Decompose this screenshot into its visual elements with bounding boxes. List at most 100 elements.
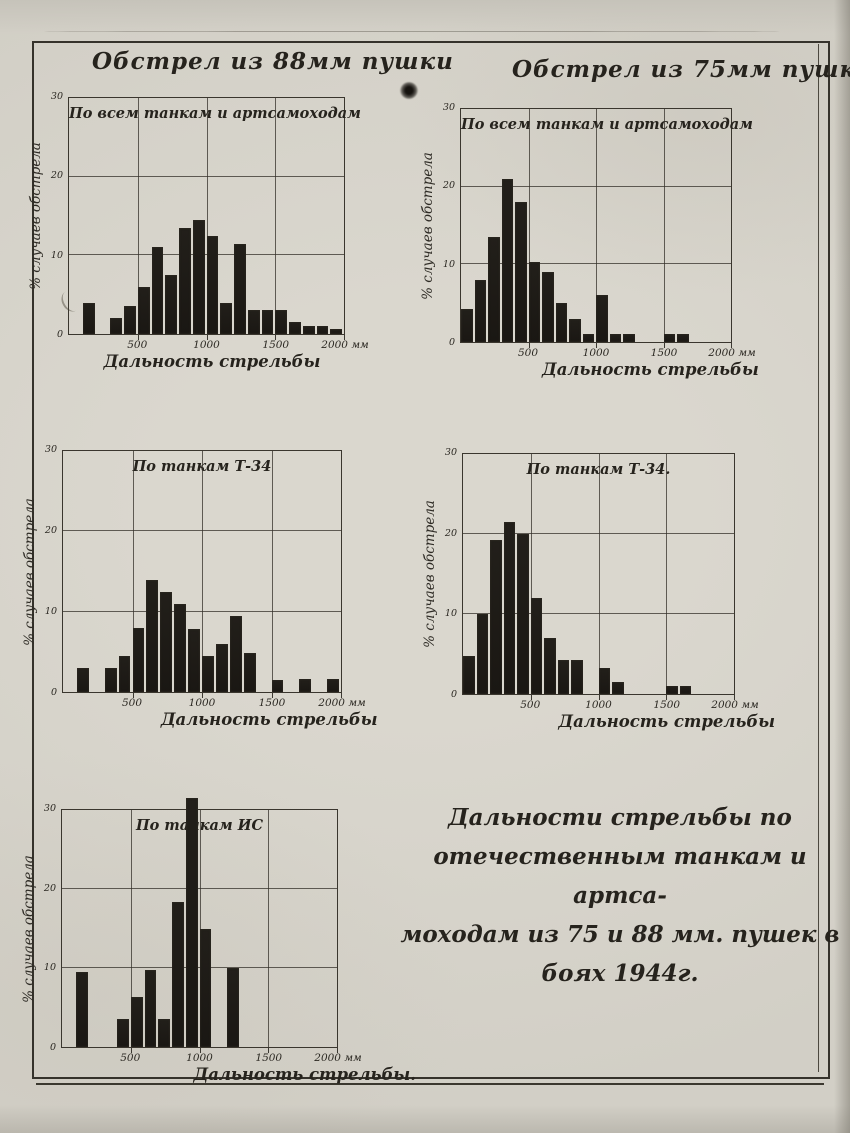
gridline-horizontal — [69, 175, 344, 177]
x-axis-tick-label: 500 — [127, 339, 148, 351]
y-axis-label: % случаев обстрела — [420, 151, 436, 300]
bar — [609, 334, 621, 342]
y-axis-tick-label: 20 — [444, 527, 457, 539]
chart-subtitle: По танкам ИС — [135, 817, 263, 834]
x-tick-mark — [132, 692, 134, 698]
gridline-horizontal — [461, 263, 731, 265]
gridline-horizontal — [463, 613, 734, 615]
bar — [174, 603, 187, 692]
bar — [463, 656, 475, 694]
bar — [229, 615, 242, 692]
paper-edge-shading-top — [0, 0, 850, 34]
x-tick-mark — [271, 692, 273, 698]
gridline-vertical — [132, 451, 134, 692]
y-axis-tick-label: 30 — [444, 447, 457, 458]
page-border-frame-inner-bottom — [36, 1083, 824, 1085]
x-axis-tick-label: 2000 мм — [708, 347, 756, 359]
plot-area: По всем танкам и артсамоходам — [68, 97, 361, 340]
page-border-frame — [32, 41, 830, 1079]
bar — [542, 272, 554, 342]
x-axis-tick-label: 1000 — [582, 347, 610, 359]
x-tick-mark — [337, 1047, 338, 1053]
x-axis-tick-label: 1000 — [585, 699, 612, 711]
x-axis-tick-label: 500 — [120, 1052, 141, 1064]
bar — [501, 178, 513, 342]
bar — [663, 334, 675, 342]
paper-fold-line — [42, 31, 782, 32]
bar — [271, 679, 284, 692]
x-tick-mark — [341, 692, 342, 698]
gridline-vertical — [202, 451, 203, 692]
figure-caption: Дальности стрельбы по отечественным танк… — [400, 798, 840, 993]
gridline-horizontal — [63, 610, 341, 612]
gridline-vertical — [268, 810, 270, 1047]
y-axis-tick-label: 10 — [44, 605, 57, 617]
gridline-vertical — [596, 109, 597, 342]
y-axis-tick-label: 30 — [442, 102, 455, 113]
x-tick-mark — [344, 334, 345, 340]
ink-blot — [400, 82, 418, 99]
y-axis-label: % случаев обстрела — [21, 854, 37, 1003]
bar — [234, 243, 246, 334]
chart-88mm-t34: % случаев обстрела По танкам Т-34 Дально… — [22, 445, 378, 729]
gridline-vertical — [206, 98, 208, 334]
page-border-frame-inner-right — [818, 44, 819, 1072]
bar — [151, 247, 164, 334]
x-axis-tick-label: 500 — [517, 347, 539, 359]
x-axis-label: Дальность стрельбы. — [193, 1065, 416, 1084]
bar — [515, 202, 527, 342]
chart-subtitle: По танкам Т-34 — [132, 458, 272, 475]
paper-edge-shading-right — [834, 0, 850, 1133]
y-axis-tick-label: 10 — [43, 962, 56, 974]
bar — [557, 659, 570, 694]
bar — [612, 682, 624, 694]
x-tick-mark — [596, 342, 597, 348]
bar — [598, 668, 611, 694]
bar — [569, 318, 581, 342]
gridline-horizontal — [461, 185, 731, 187]
bar — [476, 614, 489, 694]
bar — [544, 638, 556, 694]
plot-area: По танкам Т-34 — [62, 450, 342, 698]
bar — [316, 326, 329, 334]
chart-subtitle: По всем танкам и артсамоходам — [461, 116, 753, 133]
bar — [571, 660, 583, 694]
bar — [474, 279, 486, 342]
bar — [160, 591, 173, 692]
y-axis-tick-label: 10 — [444, 608, 457, 620]
bar — [220, 302, 232, 334]
bar — [582, 334, 594, 342]
gridline-vertical — [663, 109, 665, 342]
bar — [144, 970, 157, 1047]
x-axis-tick-label: 2000 мм — [318, 697, 366, 709]
y-axis-tick-label: 10 — [442, 258, 455, 270]
y-axis-tick-label: 20 — [50, 170, 63, 182]
bar — [289, 322, 301, 334]
title-88mm-gun: Обстрел из 88мм пушки — [92, 48, 454, 75]
bar — [215, 643, 228, 692]
x-tick-mark — [528, 342, 530, 348]
y-axis-tick-label: 0 — [56, 329, 63, 340]
y-axis-tick-label: 20 — [442, 180, 455, 192]
x-axis-tick-label: 2000 мм — [711, 699, 759, 711]
bar — [124, 306, 136, 334]
bar — [158, 1018, 170, 1047]
x-axis-tick-label: 500 — [520, 699, 541, 711]
x-tick-mark — [268, 1047, 270, 1053]
plot-area: По танкам ИС — [61, 798, 338, 1053]
x-tick-mark — [199, 1047, 201, 1053]
gridline-vertical — [530, 454, 532, 694]
x-axis-label: Дальность стрельбы — [542, 360, 759, 379]
y-axis-tick-label: 0 — [49, 1042, 56, 1053]
x-axis-tick-label: 1500 — [255, 1052, 283, 1064]
bar — [137, 286, 150, 334]
plot-area: По танкам Т-34. — [462, 453, 735, 700]
bar — [110, 318, 122, 334]
x-tick-mark — [202, 692, 203, 698]
chart-88mm-all-tanks: % случаев обстрела По всем танкам и артс… — [28, 92, 369, 371]
x-axis-tick-label: 1500 — [650, 347, 678, 359]
bar — [330, 328, 342, 334]
bar — [227, 968, 239, 1047]
bar — [517, 534, 529, 694]
